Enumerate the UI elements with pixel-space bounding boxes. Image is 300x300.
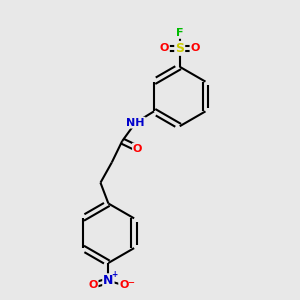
- Text: O: O: [88, 280, 98, 290]
- Text: O: O: [160, 44, 169, 53]
- Text: O: O: [119, 280, 128, 290]
- Text: −: −: [127, 278, 134, 287]
- Text: F: F: [176, 28, 184, 38]
- Text: O: O: [190, 44, 200, 53]
- Text: NH: NH: [126, 118, 145, 128]
- Text: O: O: [133, 143, 142, 154]
- Text: N: N: [103, 274, 114, 287]
- Text: +: +: [111, 270, 118, 279]
- Text: S: S: [175, 42, 184, 55]
